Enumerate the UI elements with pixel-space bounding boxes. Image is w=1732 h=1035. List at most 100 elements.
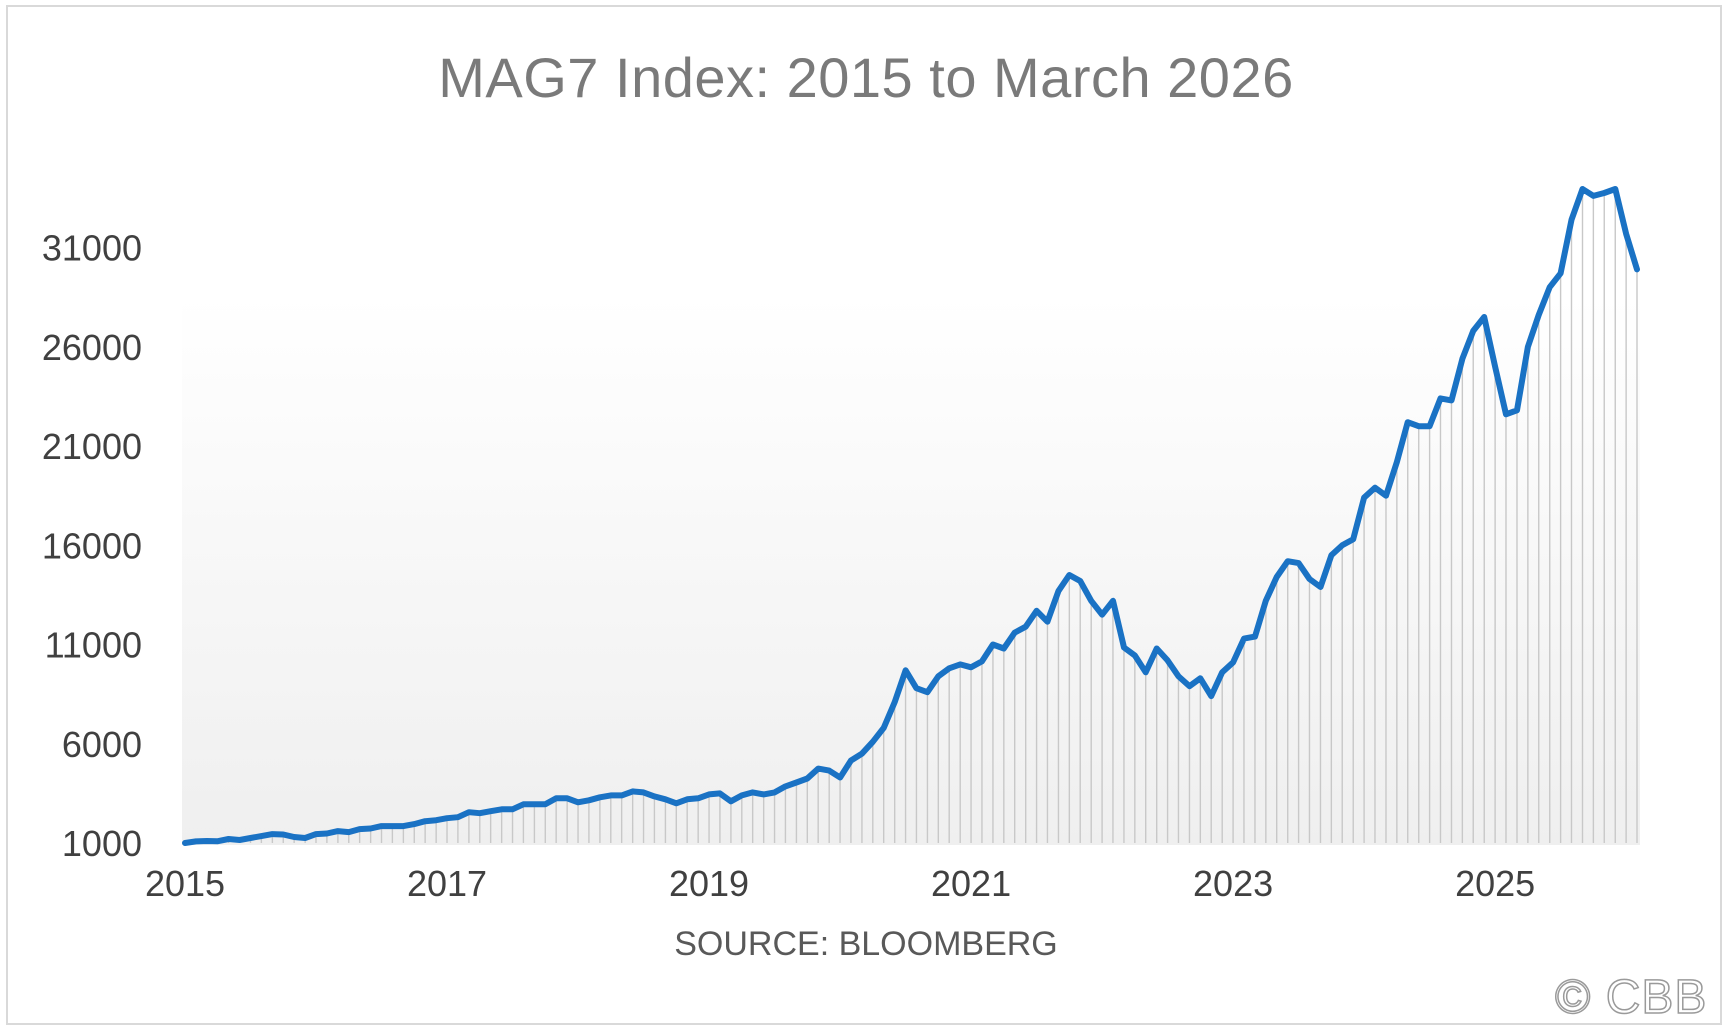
data-point [860, 752, 864, 756]
data-point [827, 769, 831, 773]
data-point [467, 810, 471, 814]
data-point [904, 668, 908, 672]
data-point [685, 797, 689, 801]
data-point [292, 835, 296, 839]
data-point [1253, 635, 1257, 639]
data-point [347, 830, 351, 834]
data-point [423, 819, 427, 823]
series-line-group [182, 186, 1640, 846]
data-point [576, 800, 580, 804]
data-point [227, 837, 231, 841]
data-point [707, 792, 711, 796]
data-point [1078, 579, 1082, 583]
data-point [216, 839, 220, 843]
data-point [642, 790, 646, 794]
y-tick-label: 31000 [42, 228, 142, 269]
data-point [980, 659, 984, 663]
data-point [1067, 573, 1071, 577]
data-point [1602, 191, 1606, 195]
data-point [1591, 194, 1595, 198]
data-point [652, 794, 656, 798]
data-point [1056, 589, 1060, 593]
y-tick-label: 21000 [42, 426, 142, 467]
x-axis-label: SOURCE: BLOOMBERG [674, 925, 1058, 963]
data-point [1406, 420, 1410, 424]
data-point [620, 793, 624, 797]
data-point [532, 802, 536, 806]
area-hatch [195, 188, 1638, 843]
data-point [380, 824, 384, 828]
data-point [871, 740, 875, 744]
data-point [434, 818, 438, 822]
data-point [1580, 187, 1584, 191]
data-point [1155, 646, 1159, 650]
data-point [1504, 412, 1508, 416]
chart-title: MAG7 Index: 2015 to March 2026 [438, 46, 1294, 109]
data-point [521, 802, 525, 806]
data-point [969, 665, 973, 669]
data-point [598, 795, 602, 799]
data-point [1275, 575, 1279, 579]
data-point [1318, 585, 1322, 589]
data-point [401, 824, 405, 828]
y-axis-ticks: 1000 6000 11000 16000 21000 26000 31000 [42, 228, 142, 864]
data-point [762, 792, 766, 796]
data-point [205, 839, 209, 843]
data-point [1624, 232, 1628, 236]
data-point [1438, 396, 1442, 400]
data-point [893, 700, 897, 704]
plot-area-background [182, 295, 1640, 845]
data-point [1569, 218, 1573, 222]
data-point [194, 839, 198, 843]
y-tick-label: 11000 [45, 625, 142, 666]
data-point [696, 796, 700, 800]
data-point [1449, 398, 1453, 402]
data-point [369, 827, 373, 831]
data-point [1307, 577, 1311, 581]
data-point [1035, 609, 1039, 613]
data-point [958, 662, 962, 666]
data-point [914, 686, 918, 690]
data-point [587, 798, 591, 802]
y-tick-label: 6000 [62, 724, 142, 765]
data-point [1428, 424, 1432, 428]
data-point [1635, 267, 1639, 271]
data-point [674, 801, 678, 805]
data-point [631, 789, 635, 793]
data-point [1166, 658, 1170, 662]
data-point [1144, 670, 1148, 674]
y-tick-label: 16000 [42, 525, 142, 566]
data-point [1384, 494, 1388, 498]
data-point [565, 796, 569, 800]
data-point [794, 780, 798, 784]
data-point [1351, 537, 1355, 541]
data-point [783, 784, 787, 788]
y-tick-label: 26000 [42, 327, 142, 368]
data-point [1417, 424, 1421, 428]
data-point [1537, 313, 1541, 317]
data-point [1286, 559, 1290, 563]
data-point [1231, 660, 1235, 664]
data-point [1482, 315, 1486, 319]
data-point [882, 726, 886, 730]
data-point [1362, 496, 1366, 500]
data-point [1013, 631, 1017, 635]
data-point [1045, 620, 1049, 624]
x-tick-label: 2023 [1193, 863, 1273, 904]
data-point [816, 767, 820, 771]
data-point [325, 831, 329, 835]
x-tick-label: 2017 [407, 863, 487, 904]
data-point [609, 793, 613, 797]
data-point [1122, 645, 1126, 649]
data-point [1024, 625, 1028, 629]
data-point [1242, 637, 1246, 641]
data-point [511, 807, 515, 811]
data-point [489, 809, 493, 813]
data-point [412, 822, 416, 826]
x-tick-label: 2019 [669, 863, 749, 904]
data-point [249, 836, 253, 840]
data-point [1089, 599, 1093, 603]
data-point [773, 790, 777, 794]
data-point [1373, 486, 1377, 490]
data-point [1613, 187, 1617, 191]
